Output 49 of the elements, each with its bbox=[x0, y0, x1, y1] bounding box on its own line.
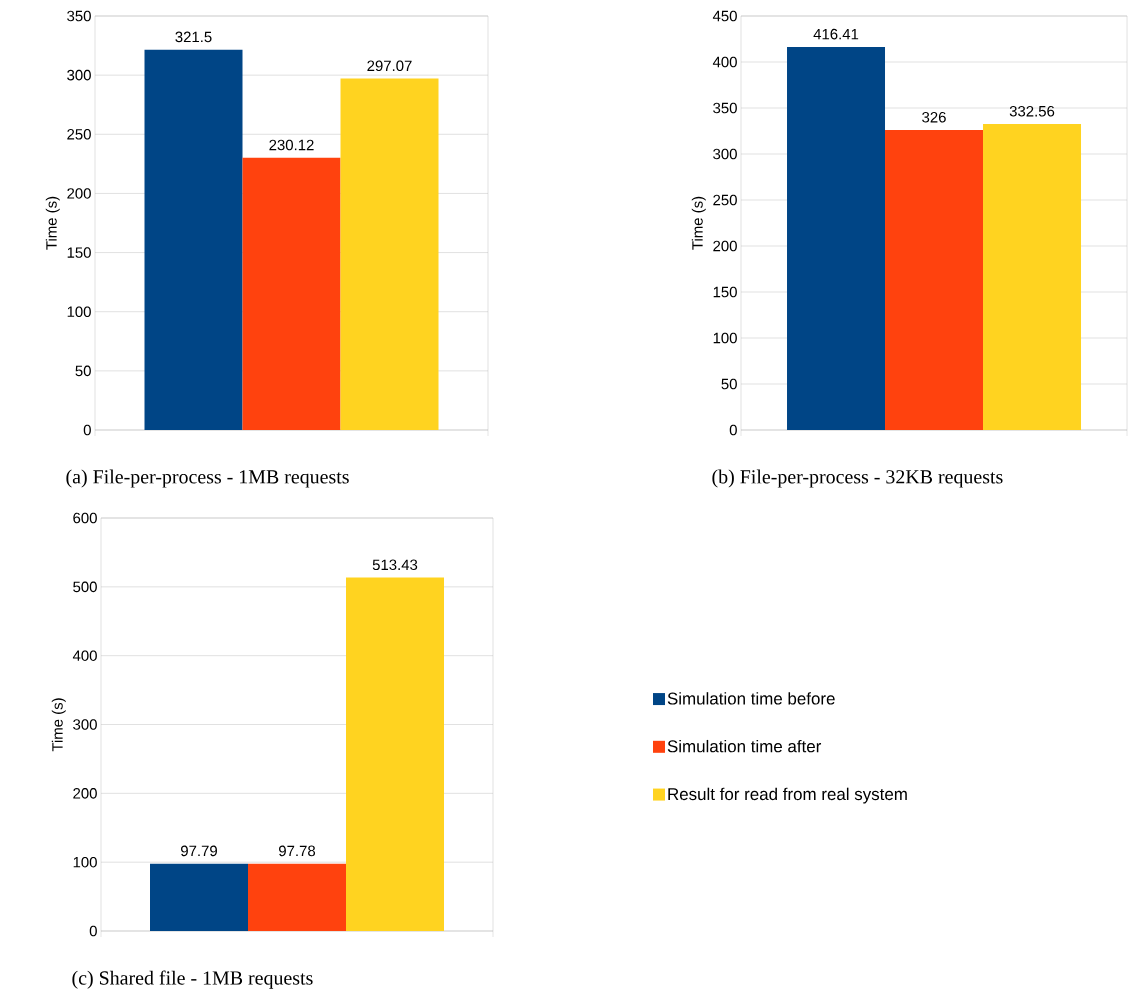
y-tick-label: 400 bbox=[72, 650, 97, 661]
bar bbox=[340, 78, 439, 431]
y-tick-label: 350 bbox=[713, 102, 737, 114]
data-label: 416.41 bbox=[813, 28, 859, 40]
y-tick-label: 0 bbox=[89, 925, 97, 937]
y-tick-label: 500 bbox=[73, 581, 97, 593]
legend-label: Simulation time before bbox=[667, 692, 835, 705]
y-tick-label: 600 bbox=[73, 512, 97, 524]
y-tick-label: 150 bbox=[713, 286, 737, 298]
y-axis-title: Time (s) bbox=[691, 196, 706, 250]
y-tick-label: 350 bbox=[67, 10, 91, 22]
data-label: 97.79 bbox=[181, 845, 217, 857]
y-tick-label: 250 bbox=[713, 194, 737, 206]
legend-label: Result for read from real system bbox=[668, 787, 907, 804]
text: (a) File-per-process - 1MB requests bbox=[66, 469, 349, 488]
data-label: 332.56 bbox=[1009, 105, 1055, 117]
y-tick-label: 0 bbox=[729, 424, 737, 436]
bar bbox=[346, 577, 445, 932]
y-tick-label: 200 bbox=[713, 240, 737, 252]
bar bbox=[150, 863, 249, 932]
bar bbox=[248, 863, 347, 932]
y-tick-label: 200 bbox=[73, 788, 97, 799]
y-tick-label: 200 bbox=[67, 188, 91, 199]
text: (c) Shared file - 1MB requests bbox=[72, 970, 313, 989]
data-label: 297.07 bbox=[367, 60, 412, 72]
y-tick-label: 0 bbox=[83, 424, 91, 436]
bar bbox=[144, 49, 243, 431]
y-tick-label: 400 bbox=[712, 56, 737, 68]
y-tick-label: 250 bbox=[67, 129, 91, 140]
y-tick-label: 150 bbox=[67, 247, 91, 258]
y-tick-label: 50 bbox=[721, 378, 737, 390]
data-label: 97.78 bbox=[279, 845, 316, 857]
data-label: 321.5 bbox=[175, 31, 212, 43]
bar bbox=[242, 157, 341, 431]
data-label: 230.12 bbox=[269, 139, 314, 151]
y-tick-label: 300 bbox=[713, 148, 737, 160]
data-label: 326 bbox=[922, 111, 946, 123]
y-axis-title: Time (s) bbox=[45, 196, 60, 250]
y-tick-label: 100 bbox=[713, 332, 737, 344]
y-tick-label: 100 bbox=[67, 306, 91, 317]
legend-label: Simulation time after bbox=[667, 739, 822, 753]
y-tick-label: 100 bbox=[73, 856, 97, 868]
y-tick-label: 450 bbox=[712, 10, 737, 22]
text: (b) File-per-process - 32KB requests bbox=[712, 469, 1003, 488]
y-tick-label: 300 bbox=[73, 719, 97, 730]
y-tick-label: 50 bbox=[75, 365, 91, 377]
data-label: 513.43 bbox=[372, 559, 418, 571]
y-tick-label: 300 bbox=[67, 69, 91, 81]
y-axis-title: Time (s) bbox=[51, 698, 66, 752]
